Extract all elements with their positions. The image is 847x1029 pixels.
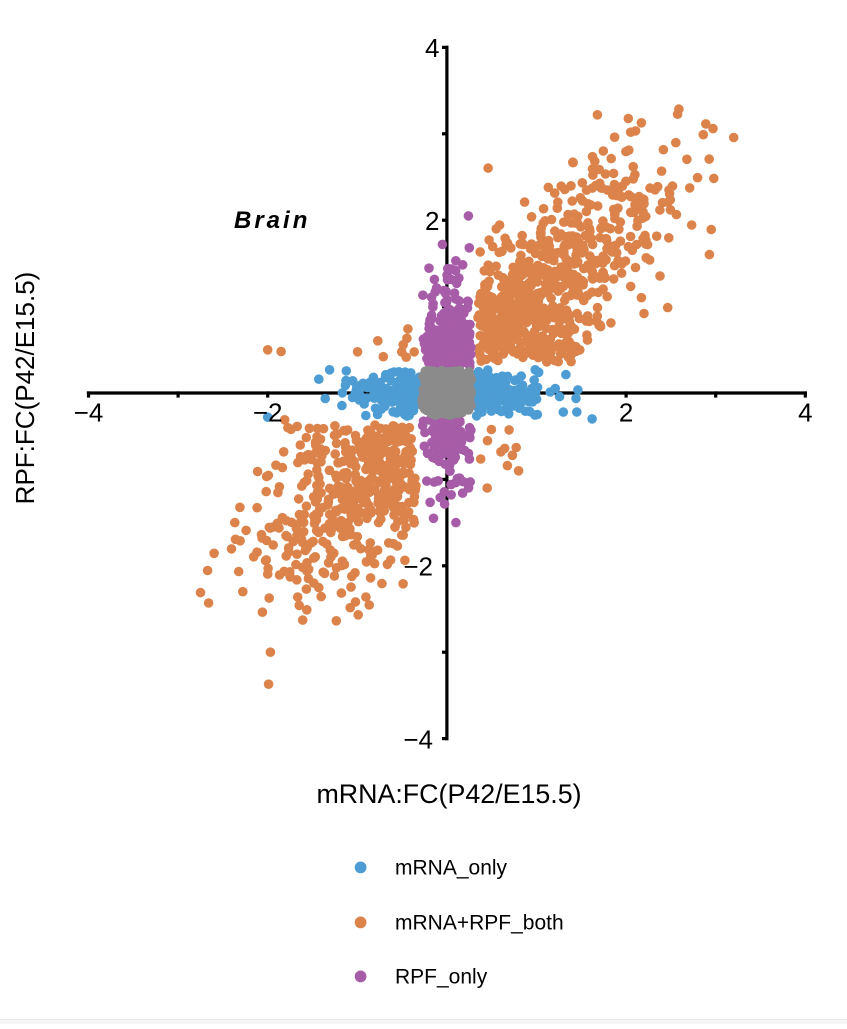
svg-text:−2: −2 (403, 552, 433, 582)
svg-text:−2: −2 (253, 398, 283, 428)
svg-text:−4: −4 (74, 398, 104, 428)
svg-text:4: 4 (425, 33, 439, 63)
svg-text:mRNA:FC(P42/E15.5): mRNA:FC(P42/E15.5) (316, 779, 581, 809)
svg-text:−4: −4 (403, 724, 433, 754)
svg-text:mRNA+RPF_both: mRNA+RPF_both (395, 912, 564, 935)
svg-text:RPF_only: RPF_only (395, 966, 488, 989)
svg-text:Brain: Brain (234, 207, 310, 234)
svg-text:4: 4 (798, 398, 812, 428)
svg-text:mRNA_only: mRNA_only (395, 857, 508, 880)
svg-text:2: 2 (619, 398, 633, 428)
svg-text:2: 2 (425, 206, 439, 236)
svg-text:RPF:FC(P42/E15.5): RPF:FC(P42/E15.5) (10, 272, 40, 505)
